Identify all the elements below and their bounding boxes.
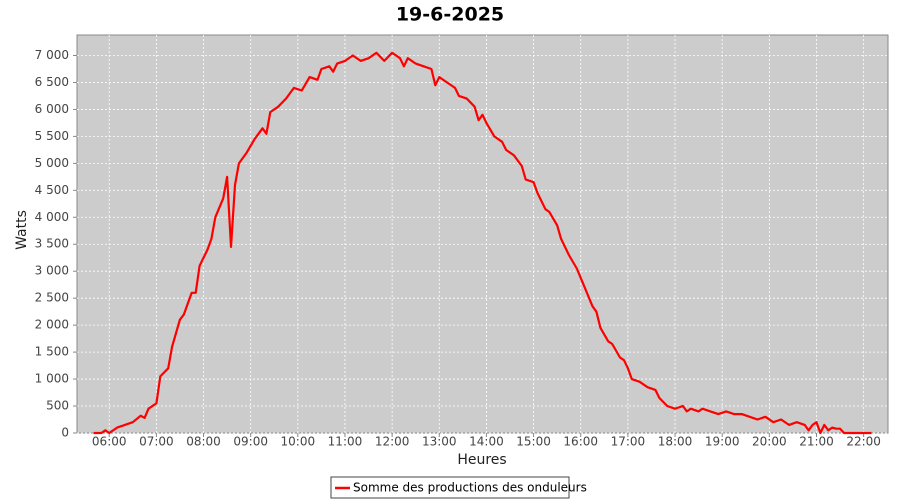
legend: Somme des productions des onduleurs [330,476,587,499]
y-tick-label: 6 000 [35,102,69,116]
x-tick-label: 12:00 [375,435,410,449]
series-line [93,51,872,435]
x-tick-label: 09:00 [233,435,268,449]
x-tick-label: 22:00 [846,435,881,449]
y-axis-label: Watts [14,210,30,250]
y-tick-label: 3 500 [35,237,69,251]
x-tick-label: 10:00 [281,435,316,449]
x-tick-label: 14:00 [469,435,504,449]
x-tick-label: 18:00 [658,435,693,449]
y-tick-label: 2 500 [35,291,69,305]
legend-box [330,476,570,499]
y-tick-label: 5 500 [35,129,69,143]
y-tick-label: 4 500 [35,183,69,197]
x-tick-label: 21:00 [799,435,834,449]
y-tick-label: 3 000 [35,264,69,278]
y-tick-label: 5 000 [35,156,69,170]
x-axis-label: Heures [457,452,506,468]
x-tick-label: 07:00 [139,435,174,449]
x-tick-label: 06:00 [92,435,127,449]
y-tick-label: 1 500 [35,345,69,359]
y-tick-label: 0 [61,426,69,440]
legend-label: Somme des productions des onduleurs [353,481,587,495]
y-tick-label: 500 [46,399,69,413]
plot-area [76,34,889,434]
y-tick-label: 7 000 [35,48,69,62]
x-tick-label: 20:00 [752,435,787,449]
y-tick-label: 4 000 [35,210,69,224]
x-tick-label: 11:00 [328,435,363,449]
x-tick-label: 16:00 [563,435,598,449]
y-tick-label: 2 000 [35,318,69,332]
y-tick-label: 6 500 [35,75,69,89]
x-tick-label: 13:00 [422,435,457,449]
y-tick-label: 1 000 [35,372,69,386]
x-tick-label: 17:00 [611,435,646,449]
x-tick-label: 08:00 [186,435,221,449]
x-tick-label: 15:00 [516,435,551,449]
x-tick-label: 19:00 [705,435,740,449]
chart-title: 19-6-2025 [396,4,504,26]
